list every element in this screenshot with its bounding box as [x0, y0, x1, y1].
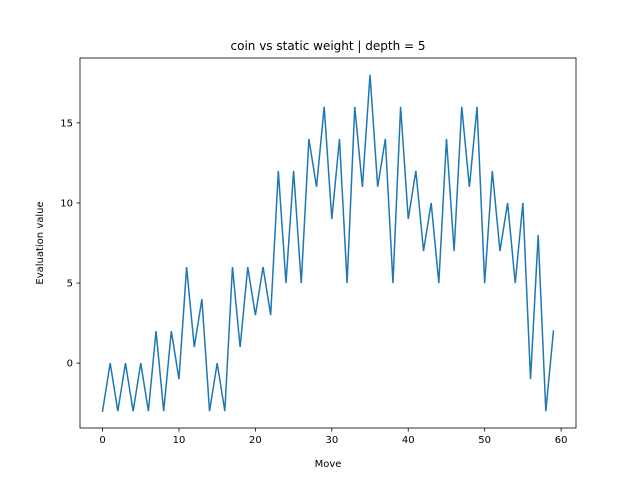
y-axis-ticks: 0 5 10 15	[60, 118, 80, 370]
y-tick-label: 0	[67, 359, 73, 370]
x-tick-label: 60	[555, 435, 568, 446]
chart-title: coin vs static weight | depth = 5	[231, 39, 426, 53]
x-tick-label: 20	[249, 435, 262, 446]
axes-frame	[79, 57, 577, 429]
x-axis-label: Move	[315, 459, 342, 470]
y-tick-label: 15	[60, 118, 73, 129]
y-axis-label: Evaluation value	[35, 201, 46, 284]
y-tick-label: 5	[67, 279, 73, 290]
x-tick-label: 0	[99, 435, 105, 446]
x-tick-label: 40	[402, 435, 415, 446]
x-tick-label: 10	[173, 435, 186, 446]
series-layer	[101, 74, 555, 413]
series-line	[101, 74, 555, 413]
x-tick-label: 50	[478, 435, 491, 446]
x-tick-label: 30	[325, 435, 338, 446]
plot-area: 0 10 20 30 40 50 60 0 5 10 15	[60, 57, 577, 446]
y-tick-label: 10	[60, 198, 73, 209]
x-axis-ticks: 0 10 20 30 40 50 60	[99, 428, 567, 446]
